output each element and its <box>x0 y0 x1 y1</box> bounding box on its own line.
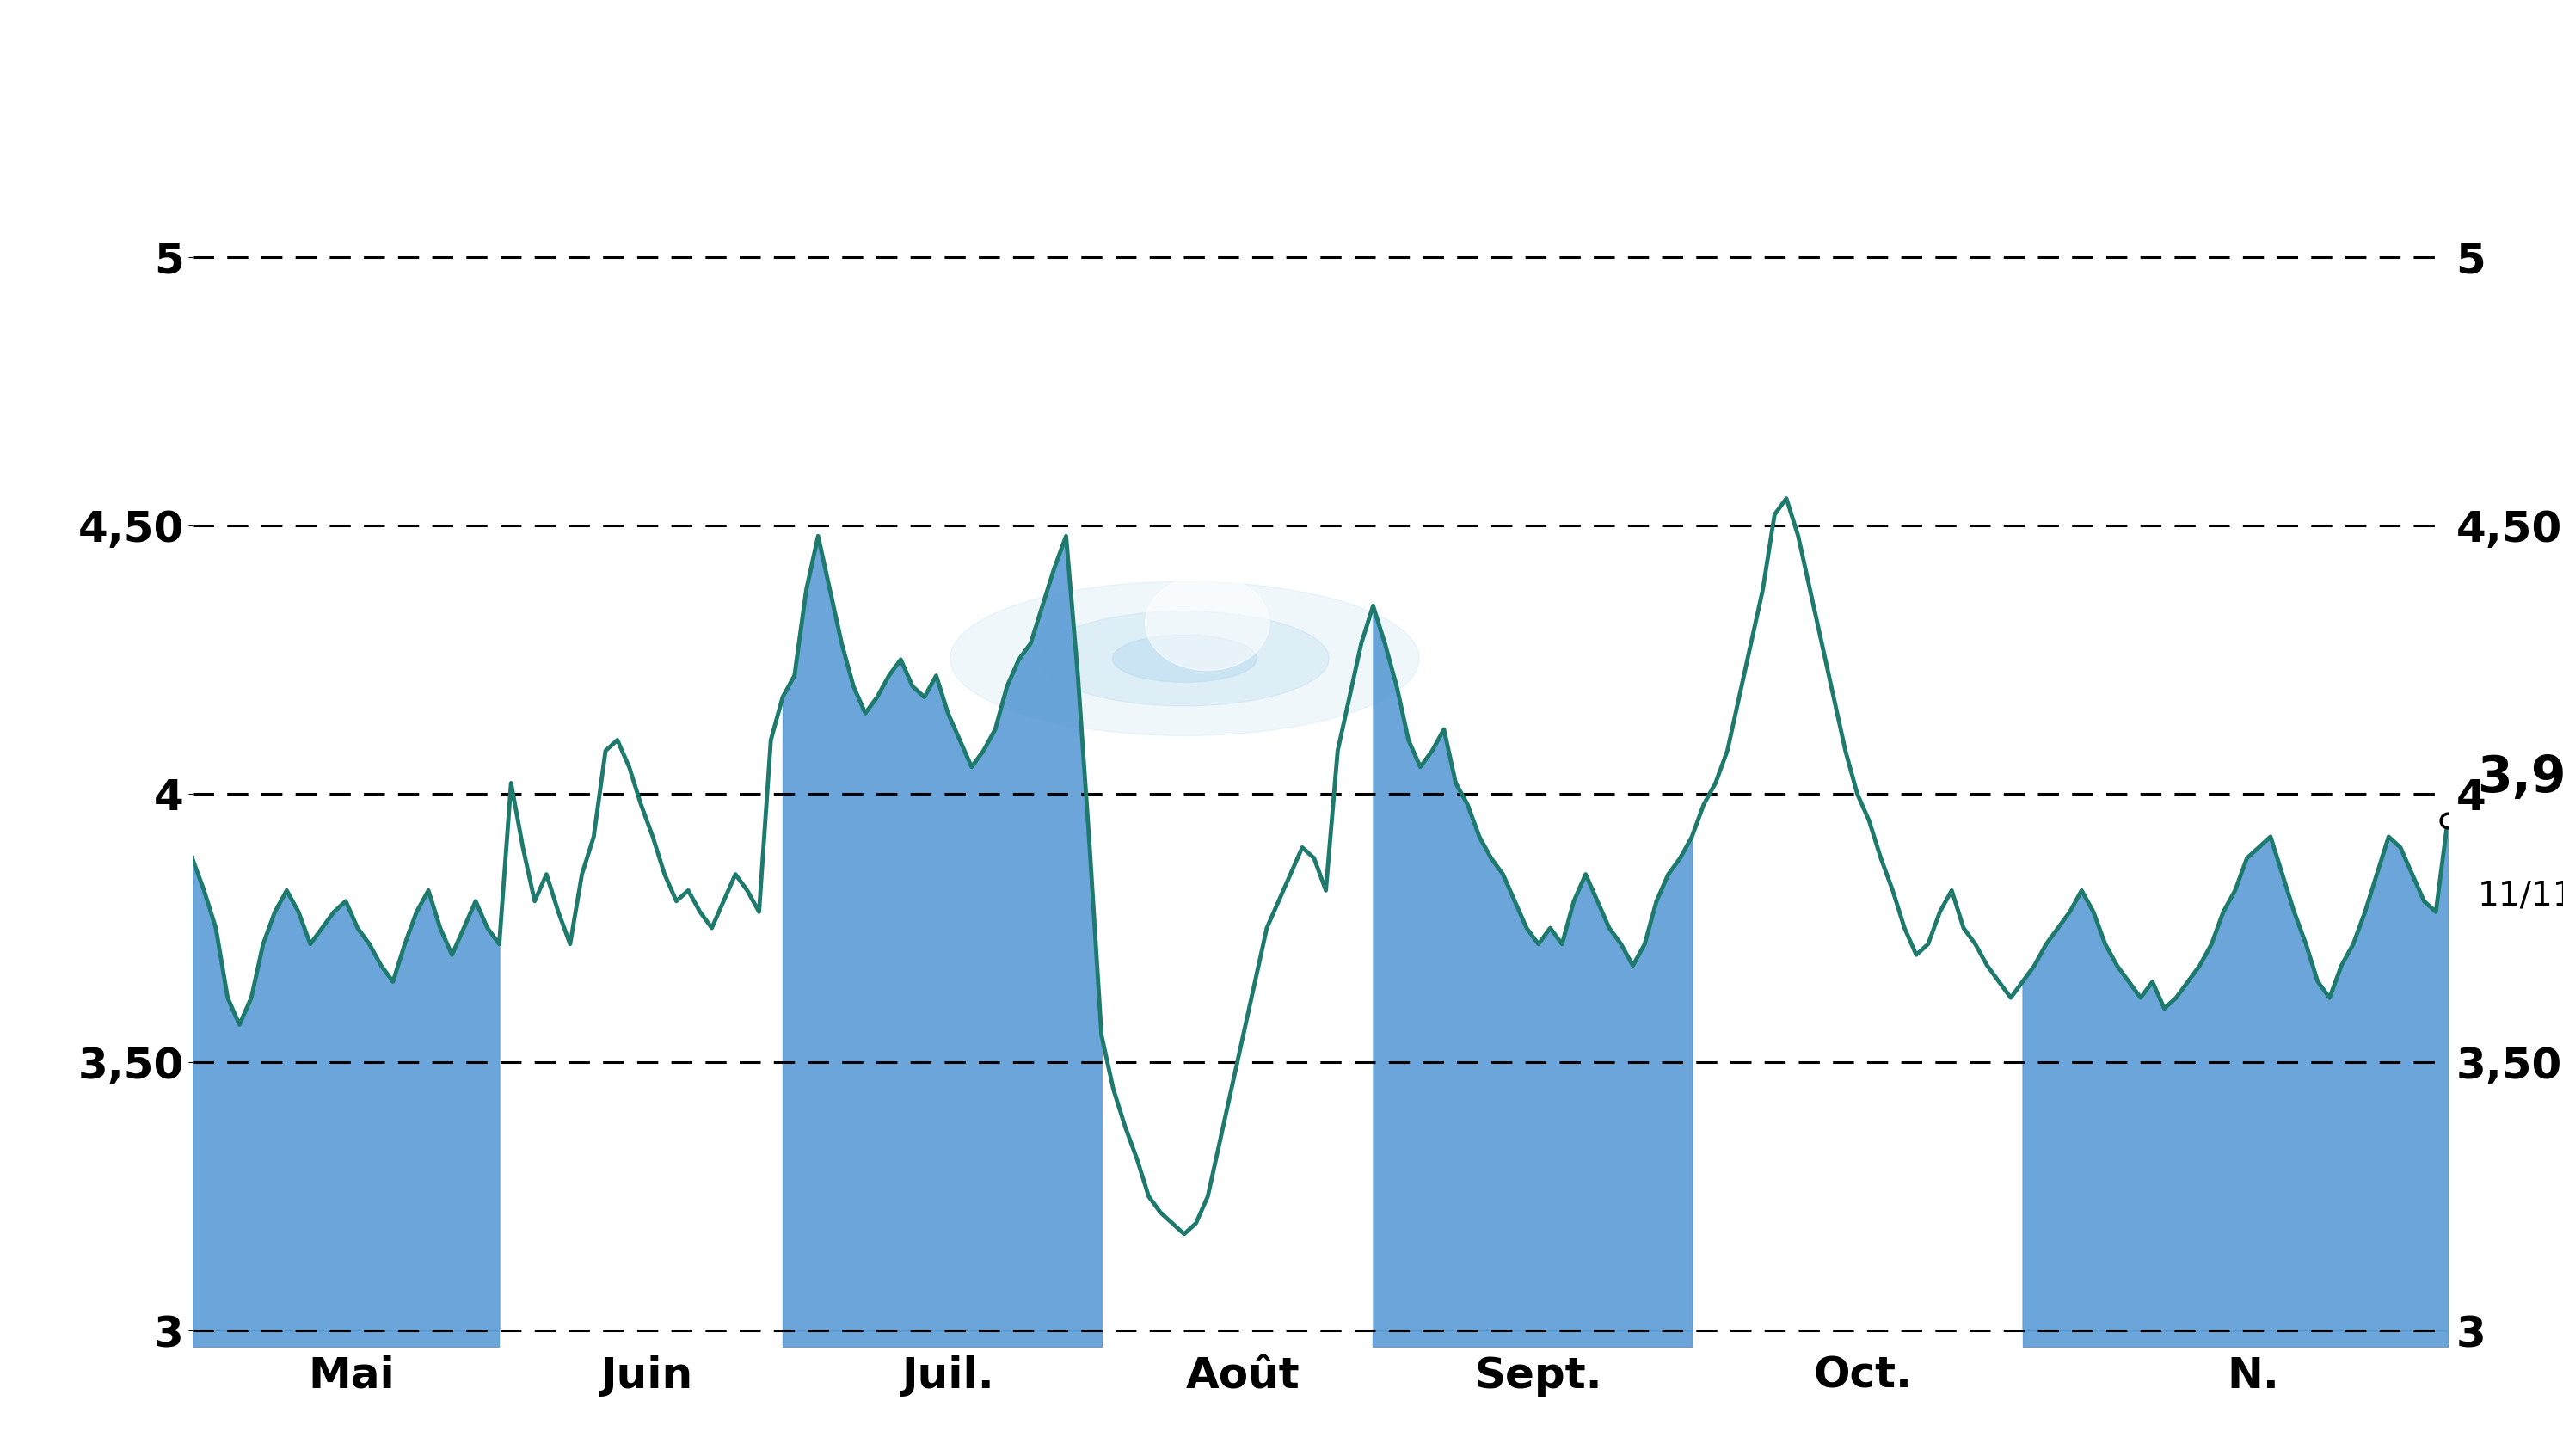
Text: 3,95: 3,95 <box>2478 753 2563 802</box>
Ellipse shape <box>951 581 1420 735</box>
Ellipse shape <box>1041 612 1330 706</box>
Text: Xenetic Biosciences, Inc.: Xenetic Biosciences, Inc. <box>615 31 1948 122</box>
Ellipse shape <box>1146 575 1269 670</box>
Ellipse shape <box>1112 635 1256 683</box>
Text: 11/11: 11/11 <box>2478 879 2563 911</box>
